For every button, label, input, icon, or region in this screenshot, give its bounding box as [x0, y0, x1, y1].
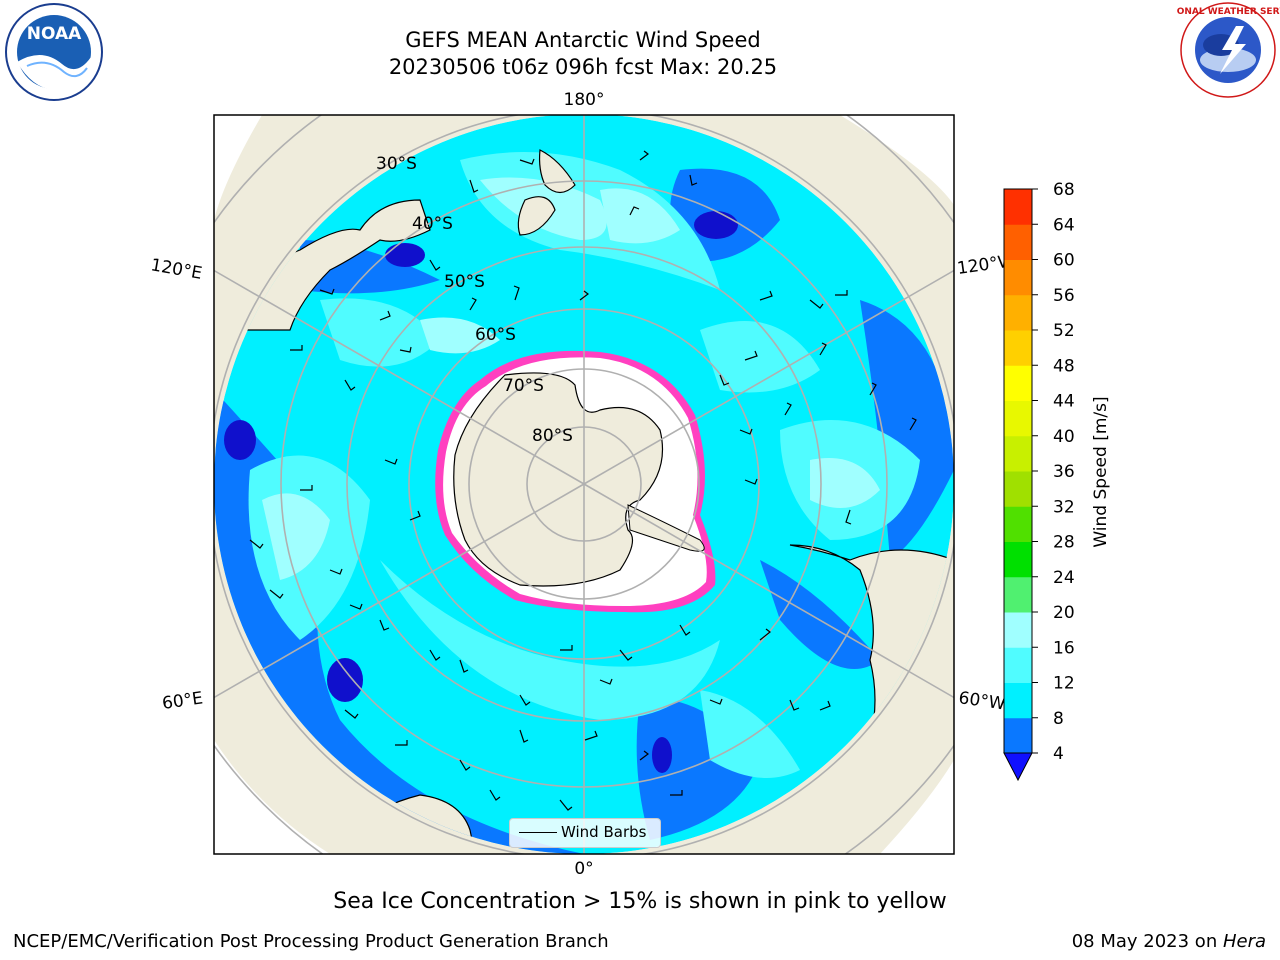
- map-title: GEFS MEAN Antarctic Wind Speed: [405, 28, 761, 52]
- lon-label-180: 180°: [564, 90, 605, 110]
- footer-date-text: 08 May 2023 on: [1071, 931, 1223, 952]
- colorbar-tick-label: 32: [1053, 497, 1075, 517]
- lat-label-30s: 30°S: [376, 154, 417, 174]
- legend-label: Wind Barbs: [561, 823, 647, 841]
- colorbar-segment: [1004, 435, 1032, 472]
- lon-label-60e: 60°E: [161, 688, 204, 713]
- colorbar-tick-label: 60: [1053, 251, 1075, 271]
- colorbar-label: Wind Speed [m/s]: [1091, 396, 1111, 547]
- colorbar-tick-label: 20: [1053, 603, 1075, 623]
- colorbar-segment: [1004, 682, 1032, 719]
- lat-label-80s: 80°S: [532, 426, 573, 446]
- lon-label-120e: 120°E: [149, 255, 203, 284]
- colorbar-tick-label: 52: [1053, 321, 1075, 341]
- lon-label-60w: 60°W: [957, 688, 1006, 714]
- national-weather-service-logo: NATIONAL WEATHER SERVICE: [1176, 2, 1280, 98]
- colorbar-tick-label: 28: [1053, 533, 1075, 553]
- colorbar-tick-label: 44: [1053, 392, 1075, 412]
- colorbar-segment: [1004, 471, 1032, 507]
- colorbar-segment: [1004, 541, 1032, 578]
- lat-label-70s: 70°S: [503, 376, 544, 396]
- colorbar-segment: [1004, 330, 1032, 366]
- colorbar-segment: [1004, 717, 1032, 754]
- map-subtitle: 20230506 t06z 096h fcst Max: 20.25: [388, 55, 778, 79]
- antarctica: [453, 372, 664, 587]
- colorbar-tick-label: 8: [1053, 709, 1064, 729]
- wind-barbs: [249, 150, 917, 811]
- colorbar-tick-label: 4: [1053, 744, 1064, 764]
- colorbar-tick-label: 24: [1053, 568, 1075, 588]
- svg-text:NATIONAL WEATHER SERVICE: NATIONAL WEATHER SERVICE: [1176, 7, 1280, 17]
- colorbar-segment: [1004, 189, 1032, 225]
- colorbar-segment: [1004, 506, 1032, 542]
- colorbar-segment: [1004, 365, 1032, 401]
- footer-host: Hera: [1222, 931, 1266, 952]
- legend-line-sample: [519, 832, 557, 833]
- longitude-gridlines: [214, 115, 954, 854]
- latitude-labels: 30°S 40°S 50°S 60°S 70°S 80°S: [376, 154, 573, 446]
- colorbar-segment: [1004, 400, 1032, 437]
- colorbar-tick-label: 68: [1053, 180, 1075, 200]
- colorbar-segment: [1004, 259, 1032, 296]
- colorbar-tick-label: 48: [1053, 356, 1075, 376]
- noaa-logo: NOAA: [5, 3, 103, 101]
- colorbar-tick-label: 40: [1053, 427, 1075, 447]
- colorbar-tick-label: 16: [1053, 638, 1075, 658]
- lat-label-60s: 60°S: [475, 325, 516, 345]
- map-frame: [213, 114, 955, 855]
- colorbar-tick-label: 12: [1053, 674, 1075, 694]
- colorbar-tick-label: 56: [1053, 286, 1075, 306]
- colorbar-tick-label: 64: [1053, 215, 1075, 235]
- colorbar-segment: [1004, 576, 1032, 613]
- sea-ice-caption: Sea Ice Concentration > 15% is shown in …: [333, 889, 947, 914]
- colorbar-segment: [1004, 224, 1032, 260]
- footer-credit: NCEP/EMC/Verification Post Processing Pr…: [13, 931, 609, 952]
- colorbar-segment: [1004, 612, 1032, 648]
- wind-barbs-legend: Wind Barbs: [509, 818, 661, 848]
- lon-label-0: 0°: [574, 859, 593, 879]
- lat-label-40s: 40°S: [412, 214, 453, 234]
- colorbar-tick-label: 36: [1053, 462, 1075, 482]
- noaa-logo-text: NOAA: [27, 24, 82, 44]
- colorbar-segment: [1004, 294, 1032, 331]
- colorbar-extend-arrow: [1003, 752, 1033, 782]
- colorbar-segment: [1004, 647, 1032, 683]
- footer-date: 08 May 2023 on Hera: [1072, 931, 1266, 952]
- lat-label-50s: 50°S: [444, 272, 485, 292]
